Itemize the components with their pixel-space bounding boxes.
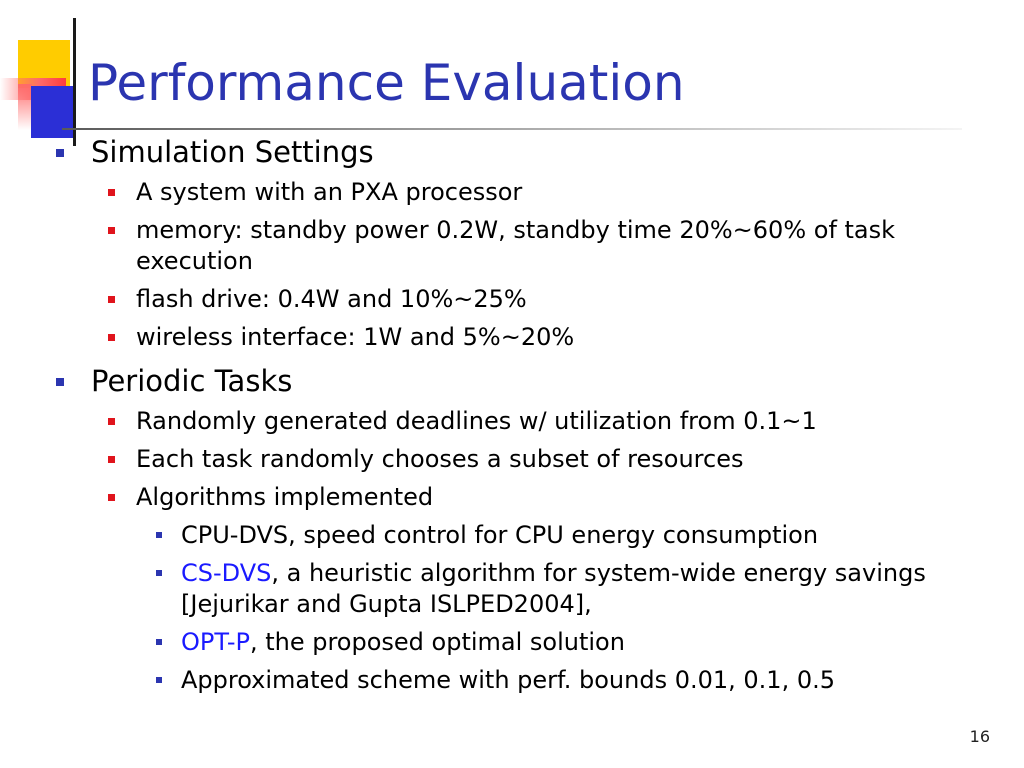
list-item-text: wireless interface: 1W and 5%~20% [136,323,575,351]
square-bullet-icon [56,378,64,386]
sub-list-item: Approximated scheme with perf. bounds 0.… [0,665,1024,696]
list-item: Algorithms implemented [0,482,1024,513]
opt-p-link[interactable]: OPT-P [181,628,250,656]
cs-dvs-link[interactable]: CS-DVS [181,559,272,587]
square-bullet-icon [108,456,115,463]
section-heading-simulation-settings: Simulation Settings [0,134,1024,170]
section-heading-periodic-tasks: Periodic Tasks [0,363,1024,399]
sub-list-item-text: , the proposed optimal solution [249,628,625,656]
section-heading-text: Periodic Tasks [91,364,293,398]
list-item-text-continued: execution [136,247,253,275]
square-bullet-icon [56,149,64,157]
sub-list-item: OPT-P, the proposed optimal solution [0,627,1024,658]
sub-list-item: CPU-DVS, speed control for CPU energy co… [0,520,1024,551]
list-item: A system with an PXA processor [0,177,1024,208]
square-bullet-icon [156,532,162,538]
square-bullet-icon [108,189,115,196]
square-bullet-icon [108,494,115,501]
square-bullet-icon [108,227,115,234]
square-bullet-icon [156,677,162,683]
slide-content: Simulation Settings A system with an PXA… [0,134,1024,696]
list-item-text: Randomly generated deadlines w/ utilizat… [136,407,817,435]
sub-list-item: CS-DVS, a heuristic algorithm for system… [0,558,1024,620]
list-item: wireless interface: 1W and 5%~20% [0,322,1024,353]
sub-list-item-text: CPU-DVS, speed control for CPU energy co… [181,521,819,549]
list-item: Each task randomly chooses a subset of r… [0,444,1024,475]
list-item-text: A system with an PXA processor [136,178,523,206]
square-bullet-icon [108,296,115,303]
list-item-text: memory: standby power 0.2W, standby time… [136,216,896,244]
sub-list-item-text: Approximated scheme with perf. bounds 0.… [181,666,835,694]
page-number: 16 [969,727,990,746]
square-bullet-icon [156,639,162,645]
title-underline [62,128,962,130]
list-item-text: Algorithms implemented [136,483,434,511]
decor-vertical-line [73,18,76,146]
decor-red-fade [18,84,32,130]
sub-list-item-text: , a heuristic algorithm for system-wide … [271,559,926,587]
list-item-text: flash drive: 0.4W and 10%~25% [136,285,527,313]
list-item: flash drive: 0.4W and 10%~25% [0,284,1024,315]
square-bullet-icon [156,570,162,576]
square-bullet-icon [108,334,115,341]
square-bullet-icon [108,418,115,425]
section-heading-text: Simulation Settings [91,135,374,169]
list-item: Randomly generated deadlines w/ utilizat… [0,406,1024,437]
list-item-text: Each task randomly chooses a subset of r… [136,445,744,473]
sub-list-item-text-continued: [Jejurikar and Gupta ISLPED2004], [181,590,592,618]
slide-title: Performance Evaluation [88,54,685,112]
decor-blue-square [31,86,75,138]
list-item: memory: standby power 0.2W, standby time… [0,215,1024,277]
